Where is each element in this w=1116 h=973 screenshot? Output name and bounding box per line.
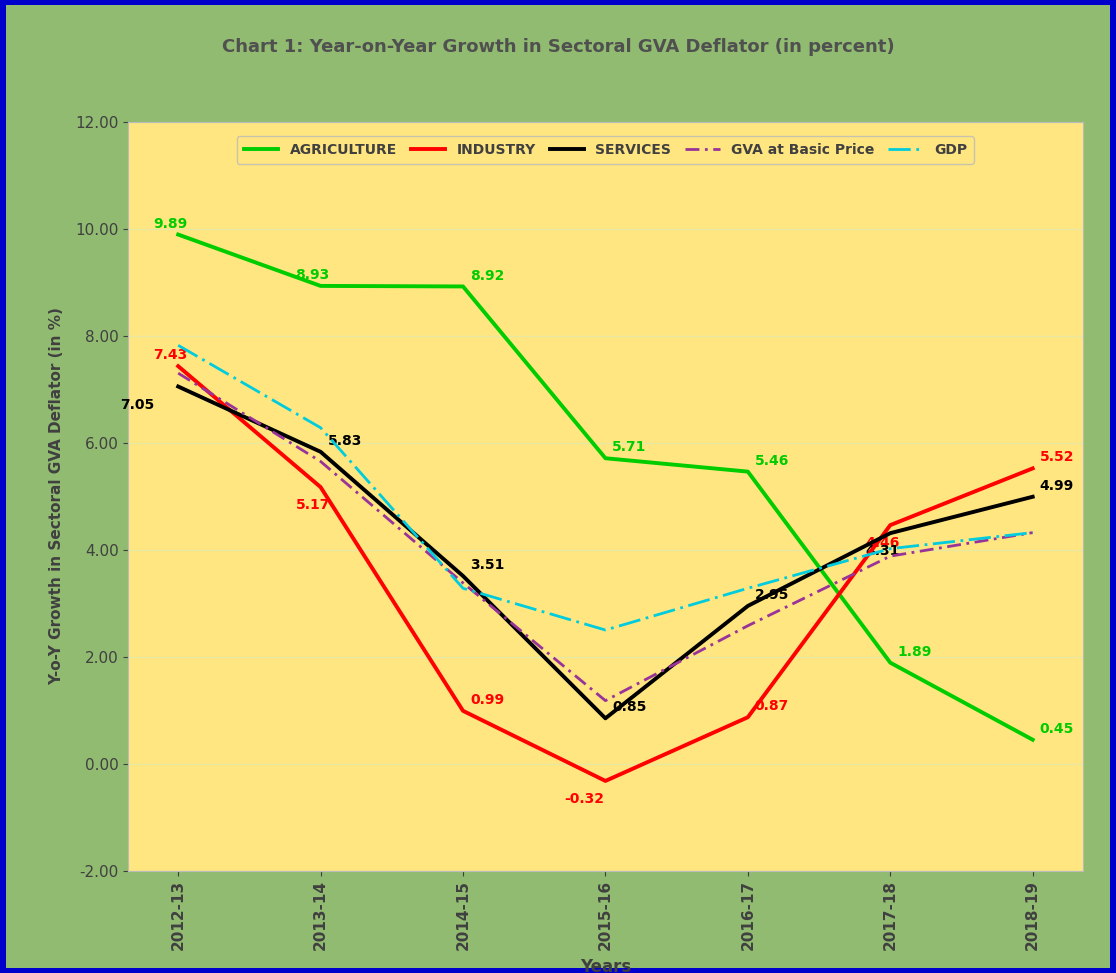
INDUSTRY (884, 520, 897, 531)
GDP (314, 422, 327, 434)
Text: 5.83: 5.83 (327, 434, 362, 448)
Text: 7.05: 7.05 (119, 398, 154, 412)
GVA at Basic Price (456, 577, 470, 589)
AGRICULTURE (599, 452, 613, 464)
Text: 8.93: 8.93 (296, 268, 330, 282)
SERVICES (456, 570, 470, 582)
Text: 9.89: 9.89 (153, 217, 187, 231)
Text: 7.43: 7.43 (153, 348, 187, 362)
Text: 5.46: 5.46 (754, 453, 789, 468)
AGRICULTURE (456, 280, 470, 292)
Line: GDP: GDP (179, 345, 1032, 631)
Text: 4.31: 4.31 (865, 544, 899, 559)
SERVICES (599, 712, 613, 724)
Line: SERVICES: SERVICES (179, 386, 1032, 718)
SERVICES (741, 600, 754, 612)
Legend: AGRICULTURE, INDUSTRY, SERVICES, GVA at Basic Price, GDP: AGRICULTURE, INDUSTRY, SERVICES, GVA at … (237, 136, 974, 163)
SERVICES (172, 380, 185, 392)
SERVICES (1026, 491, 1039, 503)
Text: -0.32: -0.32 (564, 792, 604, 807)
Text: 0.45: 0.45 (1040, 722, 1074, 736)
INDUSTRY (172, 360, 185, 372)
GDP (172, 340, 185, 351)
Text: 3.51: 3.51 (470, 559, 504, 572)
GVA at Basic Price (884, 551, 897, 562)
SERVICES (884, 527, 897, 539)
Line: AGRICULTURE: AGRICULTURE (179, 234, 1032, 739)
AGRICULTURE (741, 466, 754, 478)
AGRICULTURE (1026, 734, 1039, 745)
INDUSTRY (456, 705, 470, 717)
INDUSTRY (599, 775, 613, 787)
Text: 5.17: 5.17 (296, 498, 330, 513)
INDUSTRY (741, 711, 754, 723)
INDUSTRY (314, 482, 327, 493)
GDP (599, 625, 613, 636)
GDP (1026, 526, 1039, 538)
Text: 0.87: 0.87 (754, 700, 789, 713)
GVA at Basic Price (741, 620, 754, 631)
AGRICULTURE (314, 280, 327, 292)
Text: 0.85: 0.85 (613, 701, 647, 714)
GVA at Basic Price (1026, 526, 1039, 538)
SERVICES (314, 446, 327, 457)
AGRICULTURE (172, 229, 185, 240)
Text: 2.95: 2.95 (754, 588, 789, 602)
Text: Chart 1: Year-on-Year Growth in Sectoral GVA Deflator (in percent): Chart 1: Year-on-Year Growth in Sectoral… (222, 38, 894, 55)
GDP (456, 583, 470, 595)
INDUSTRY (1026, 462, 1039, 474)
Line: INDUSTRY: INDUSTRY (179, 366, 1032, 781)
Text: 4.46: 4.46 (865, 536, 899, 551)
GVA at Basic Price (599, 695, 613, 706)
Y-axis label: Y-o-Y Growth in Sectoral GVA Deflator (in %): Y-o-Y Growth in Sectoral GVA Deflator (i… (49, 307, 64, 685)
Text: 8.92: 8.92 (470, 269, 504, 282)
Text: 4.99: 4.99 (1040, 479, 1074, 492)
GVA at Basic Price (172, 368, 185, 379)
GVA at Basic Price (314, 455, 327, 467)
X-axis label: Years: Years (580, 958, 631, 973)
GDP (884, 543, 897, 555)
AGRICULTURE (884, 657, 897, 668)
Text: 1.89: 1.89 (897, 645, 932, 659)
Text: 5.52: 5.52 (1040, 450, 1074, 464)
Text: 0.99: 0.99 (470, 693, 504, 706)
Text: 5.71: 5.71 (613, 441, 647, 454)
GDP (741, 583, 754, 595)
Line: GVA at Basic Price: GVA at Basic Price (179, 374, 1032, 701)
